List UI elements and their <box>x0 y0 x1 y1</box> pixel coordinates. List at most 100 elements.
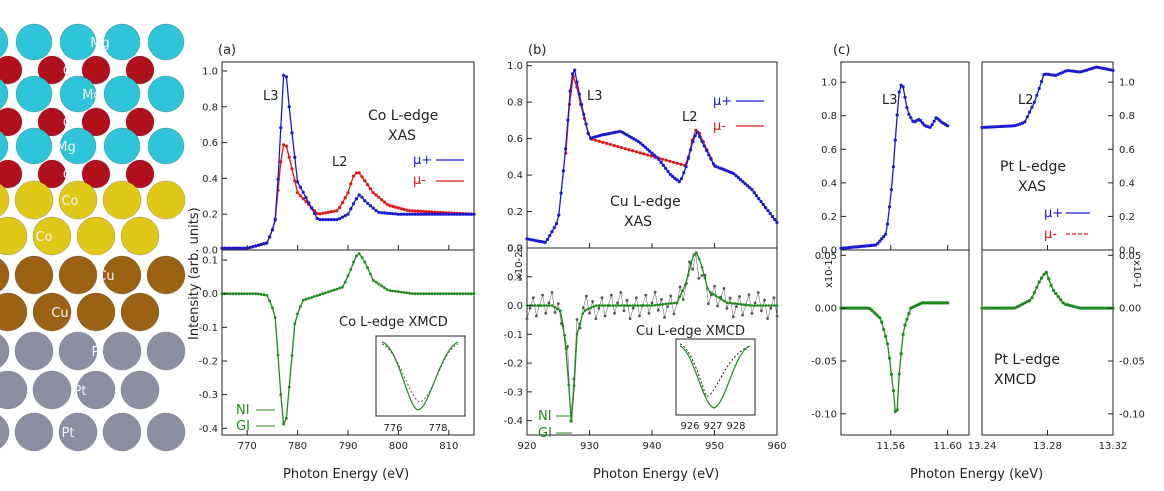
b-mu-plus-point <box>584 122 588 126</box>
a-xmcd-point <box>377 282 381 286</box>
c-scale-right: x10-1 <box>1131 260 1142 289</box>
a-mu-plus-point <box>455 212 459 216</box>
b-top-ytick-label: 1.0 <box>507 61 523 72</box>
c-right-xmcd-point <box>1016 305 1020 309</box>
c-right-xmcd-point <box>1035 285 1039 289</box>
atom-pt <box>76 370 116 410</box>
a-mu-plus-point <box>262 242 266 246</box>
a-mu-minus-point <box>405 208 409 212</box>
a-mu-plus-point <box>419 212 423 216</box>
a-mu-plus-point <box>447 212 451 216</box>
c-right-xmcd-point <box>1013 306 1017 310</box>
b-mu-minus-point <box>612 143 616 148</box>
b-xmcd-point <box>700 265 704 269</box>
a-top-ytick-label: 0.0 <box>202 246 218 257</box>
plot-layer: 770 780 790 800 8101.00.80.60.40.20.00.10.0-… <box>198 61 1144 452</box>
a-xmcd-point <box>296 312 299 316</box>
b-xmcd-point <box>550 304 554 307</box>
atom-o <box>0 55 23 85</box>
atom-label: O <box>63 116 73 131</box>
a-xmcd-point <box>315 294 319 297</box>
a-xmcd-point <box>287 385 291 389</box>
a-xmcd-point <box>327 290 330 294</box>
a-mu-plus-point <box>231 246 235 250</box>
a-xmcd-point <box>257 292 260 296</box>
a-xmcd-point <box>397 290 400 294</box>
b-inset-frame <box>675 338 756 416</box>
b-legend-mu-plus: μ+ <box>713 94 732 109</box>
c-left-mu-plus-point <box>897 90 901 94</box>
b-xmcd-point <box>759 304 762 307</box>
a-mu-plus-point <box>410 212 414 216</box>
a-mu-minus-point <box>391 204 395 208</box>
b-xmcd-point <box>742 303 745 306</box>
c-bl-ytick-label: -0.05 <box>811 357 837 368</box>
c-left-mu-plus-point <box>946 124 950 128</box>
a-mu-plus-point <box>237 246 241 250</box>
a-xmcd-point <box>363 260 367 264</box>
b-xmcd-point <box>625 304 629 307</box>
a-bot-xtick-label: 810 <box>439 441 458 452</box>
b-mu-plus-point <box>645 147 650 151</box>
a-bot-xtick-label: 800 <box>389 441 408 452</box>
a-xmcd-point <box>433 292 437 296</box>
atom-label: Mg <box>56 140 75 155</box>
b-xmcd-point <box>670 302 673 305</box>
b-xmcd-point <box>536 304 540 307</box>
a-mu-plus-point <box>312 211 316 215</box>
c-right-xmcd-point <box>1037 280 1041 284</box>
c-br-xtick-label: 13.32 <box>1099 441 1128 452</box>
b-xmcd-point <box>570 419 573 423</box>
b-ni-point <box>566 345 569 348</box>
b-mu-plus-point <box>743 182 747 186</box>
c-left-xmcd-point <box>882 327 886 331</box>
a-mu-minus-point <box>349 182 353 186</box>
c-left-mu-plus-point <box>907 112 911 116</box>
b-xmcd-point <box>614 304 618 307</box>
a-xmcd-point <box>469 292 473 296</box>
b-mu-plus-point <box>679 177 684 181</box>
atom-mg <box>103 75 141 113</box>
c-left-xmcd-point <box>878 316 882 320</box>
b-mu-minus-point <box>623 147 627 151</box>
a-xmcd-point <box>450 292 453 296</box>
a-xmcd-point <box>360 256 364 259</box>
b-ni-point <box>635 296 638 300</box>
c-right-xmcd-point <box>999 306 1003 310</box>
a-xmcd-point <box>380 284 383 288</box>
atom-o <box>81 159 111 189</box>
c-right-xmcd <box>982 271 1113 309</box>
b-xmcd-point <box>600 304 604 307</box>
b-xmcd-point <box>703 276 707 280</box>
a-mu-plus-point <box>363 199 367 203</box>
b-xmcd-point <box>539 304 543 307</box>
b-xmcd-point <box>659 303 662 306</box>
b-bot-xtick-label: 930 <box>580 441 599 452</box>
b-ni-point <box>625 298 629 302</box>
b-xmcd-point <box>664 302 668 306</box>
atom-pt <box>146 331 186 371</box>
c-right-mu-plus-point <box>1023 120 1027 124</box>
a-mu-minus-point <box>324 211 328 215</box>
atom-label: Mg <box>82 88 101 103</box>
b-xmcd-point <box>617 304 620 307</box>
a-mu-plus-point <box>251 245 255 249</box>
b-bot-ytick-label: 0.2 <box>507 244 523 255</box>
c-right-mu-plus-point <box>1042 73 1046 77</box>
c-legend-mu-minus: μ- <box>1044 227 1057 242</box>
a-mu-plus-point <box>444 212 448 216</box>
a-mu-plus-point <box>422 212 426 216</box>
a-xmcd-title: Co L-edge XMCD <box>339 315 448 330</box>
b-mu-plus-point <box>775 220 779 225</box>
a-mu-plus-point <box>433 212 437 216</box>
a-xmcd-point <box>427 292 431 296</box>
b-xmcd-point <box>706 287 709 290</box>
a-xmcd-point <box>461 292 465 296</box>
a-mu-minus-point <box>419 209 423 213</box>
b-mu-plus-point <box>757 197 761 201</box>
atom-o <box>37 107 67 137</box>
b-top-ytick-label: 0.0 <box>507 244 523 255</box>
b-xmcd-point <box>761 304 765 307</box>
c-left-mu-plus-point <box>876 241 880 245</box>
c-right-mu-plus-point <box>1049 73 1053 77</box>
